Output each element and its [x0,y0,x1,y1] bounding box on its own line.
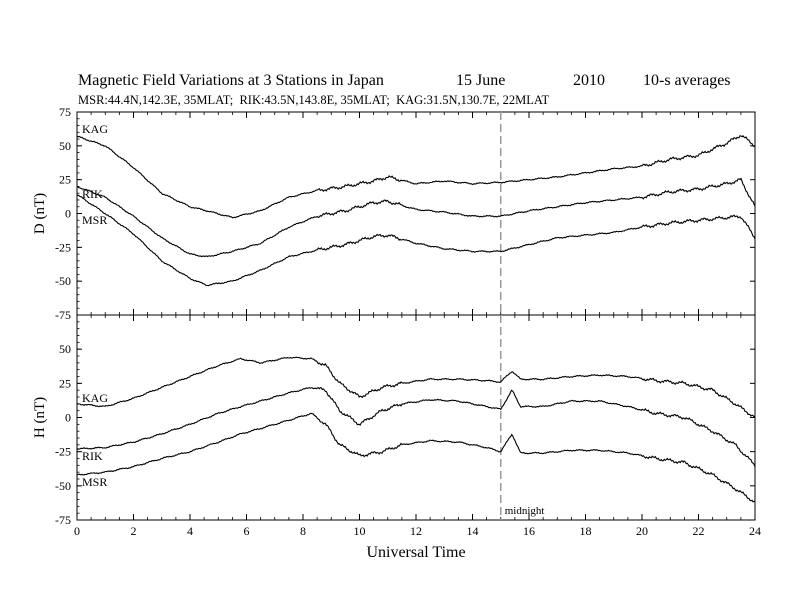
series-line-kag-bottom [76,356,756,418]
station-label-msr-bottom: MSR [82,475,107,489]
station-label-rik-bottom: RIK [82,449,103,463]
xtick-label: 6 [244,524,250,538]
ytick-label-top: -75 [55,308,71,322]
chart-title: Magnetic Field Variations at 3 Stations … [78,72,384,89]
xlabel: Universal Time [366,544,465,561]
panel-frame-top [76,111,756,316]
ytick-label-top: -50 [55,274,71,288]
ylabel-bottom: H (nT) [32,397,48,438]
ytick-label-top: 25 [59,173,71,187]
xtick-label: 16 [523,524,535,538]
ytick-label-bottom: -25 [55,445,71,459]
ytick-label-top: 50 [59,139,71,153]
ytick-label-top: 75 [59,105,71,119]
series-line-msr-top [76,194,756,287]
xtick-label: 24 [749,524,761,538]
ytick-label-bottom: -75 [55,513,71,527]
ytick-label-bottom: 25 [59,376,71,390]
xtick-label: 2 [131,524,137,538]
series-line-rik-top [76,177,756,258]
panel-frame-bottom [76,314,756,521]
station-label-msr-top: MSR [82,213,107,227]
series-line-rik-bottom [76,386,756,468]
series-line-msr-bottom [76,412,756,503]
station-coordinates: MSR:44.4N,142.3E, 35MLAT; RIK:43.5N,143.… [78,93,550,107]
ylabel-top: D (nT) [32,193,48,234]
xtick-label: 8 [300,524,306,538]
xtick-label: 14 [467,524,479,538]
station-label-rik-top: RIK [82,187,103,201]
xtick-label: 4 [187,524,193,538]
ytick-label-bottom: -50 [55,479,71,493]
ytick-label-bottom: 0 [65,411,71,425]
ytick-label-bottom: 50 [59,342,71,356]
station-label-kag-top: KAG [82,122,108,136]
series-line-kag-top [76,134,756,219]
xtick-label: 20 [636,524,648,538]
chart-date: 15 June [456,72,506,89]
ytick-label-top: -25 [55,240,71,254]
station-label-kag-bottom: KAG [82,391,108,405]
midnight-label: midnight [505,505,545,517]
xtick-label: 22 [693,524,705,538]
xtick-label: 12 [410,524,422,538]
chart-year: 2010 [573,72,605,89]
ytick-label-top: 0 [65,207,71,221]
xtick-label: 0 [74,524,80,538]
xtick-label: 18 [580,524,592,538]
xtick-label: 10 [354,524,366,538]
chart-averaging: 10-s averages [643,72,731,89]
